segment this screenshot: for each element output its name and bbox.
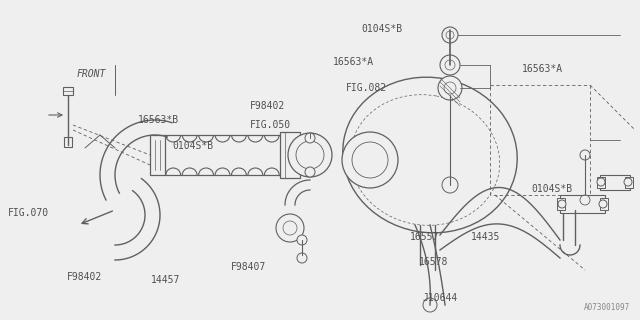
Text: 14457: 14457 [150,275,180,285]
Bar [63,87,73,95]
Circle shape [624,178,632,186]
Text: F98402: F98402 [67,272,102,282]
Circle shape [305,133,315,143]
Circle shape [423,298,437,312]
Circle shape [296,141,324,169]
Circle shape [442,27,458,43]
Bar [600,198,608,210]
Circle shape [276,214,304,242]
Bar [600,175,630,190]
Text: FIG.082: FIG.082 [346,83,387,93]
Circle shape [599,200,607,208]
Text: FIG.070: FIG.070 [8,208,49,218]
Circle shape [558,200,566,208]
Circle shape [342,132,398,188]
Circle shape [442,177,458,193]
Circle shape [440,55,460,75]
Circle shape [580,195,590,205]
Text: 0104S*B: 0104S*B [531,184,572,194]
Circle shape [288,133,332,177]
Bar [280,132,300,178]
Text: F98402: F98402 [250,100,285,111]
Circle shape [297,253,307,263]
Circle shape [305,167,315,177]
Text: J10644: J10644 [422,292,458,303]
Circle shape [446,31,454,39]
Circle shape [597,178,605,186]
Text: A073001097: A073001097 [584,303,630,312]
Text: 16563*A: 16563*A [522,64,563,74]
Text: F98407: F98407 [230,262,266,272]
Text: 16578: 16578 [419,257,449,268]
Text: 16563*B: 16563*B [138,115,179,125]
Bar [560,195,605,213]
Circle shape [438,76,462,100]
Circle shape [445,60,455,70]
Bar [597,177,605,188]
Text: FRONT: FRONT [77,68,106,79]
Circle shape [297,235,307,245]
Text: 0104S*B: 0104S*B [362,24,403,34]
Circle shape [283,221,297,235]
Text: FIG.050: FIG.050 [250,120,291,130]
Bar [64,137,72,147]
Ellipse shape [343,77,517,233]
Bar [557,198,565,210]
Circle shape [444,82,456,94]
Bar [150,135,165,175]
Bar [625,177,633,188]
Text: 0104S*B: 0104S*B [173,140,214,151]
Circle shape [352,142,388,178]
Text: 16563*A: 16563*A [333,57,374,68]
Circle shape [580,150,590,160]
Text: 14435: 14435 [470,232,500,242]
Text: 16557: 16557 [410,232,439,242]
